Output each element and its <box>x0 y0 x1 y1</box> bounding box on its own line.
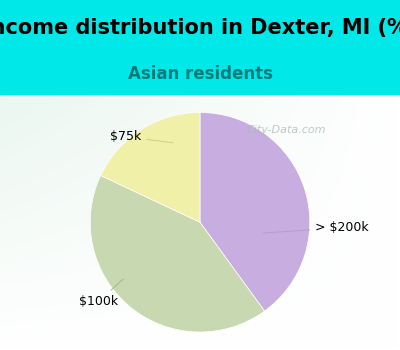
Text: Asian residents: Asian residents <box>128 65 272 83</box>
Wedge shape <box>200 112 310 311</box>
Text: $75k: $75k <box>110 130 173 143</box>
Text: $100k: $100k <box>79 279 123 308</box>
Wedge shape <box>90 175 264 332</box>
Text: City-Data.com: City-Data.com <box>246 126 326 135</box>
Text: > $200k: > $200k <box>263 221 369 234</box>
Wedge shape <box>101 112 200 222</box>
Text: Income distribution in Dexter, MI (%): Income distribution in Dexter, MI (%) <box>0 18 400 38</box>
